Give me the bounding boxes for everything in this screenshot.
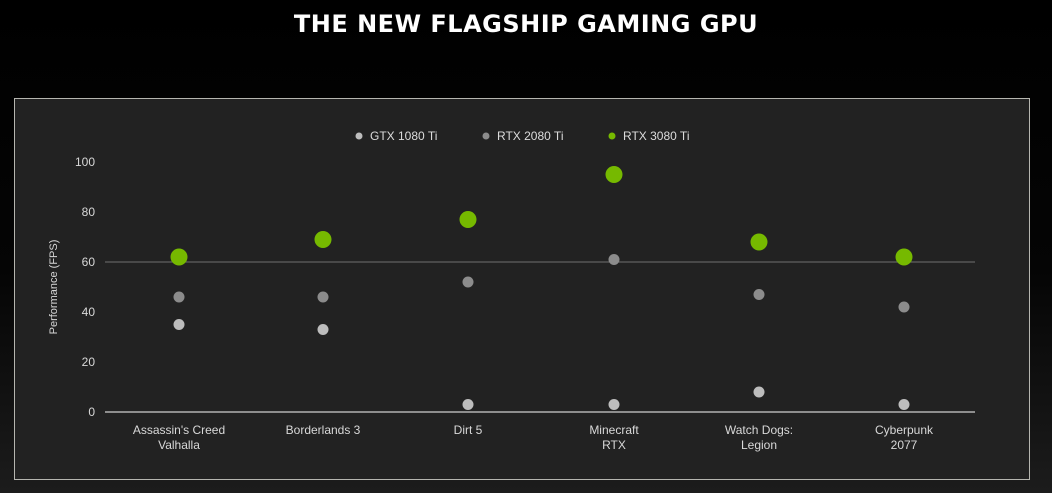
x-axis: Assassin's Creed Valhalla Borderlands 3 Dir… (105, 411, 975, 452)
y-tick-label-1: 20 (82, 355, 96, 369)
category-label-4: Watch Dogs: Legion (725, 423, 793, 452)
point-0-2 (462, 399, 474, 410)
point-1-5 (898, 301, 910, 313)
y-tick-label-3: 60 (82, 255, 96, 269)
point-0-0 (173, 319, 185, 330)
legend-marker-0 (355, 132, 363, 140)
category-label-2: Dirt 5 (454, 423, 483, 437)
y-tick-label-2: 40 (82, 305, 96, 319)
point-1-0 (173, 291, 185, 303)
y-tick-label-4: 80 (82, 205, 96, 219)
point-0-1 (317, 324, 329, 335)
point-1-2 (462, 276, 474, 288)
page-title: THE NEW FLAGSHIP GAMING GPU (293, 10, 759, 38)
y-tick-label-5: 100 (75, 155, 95, 169)
legend-label-2: RTX 3080 Ti (623, 129, 689, 143)
point-2-1 (314, 231, 332, 248)
fps-scatter-chart: GTX 1080 Ti RTX 2080 Ti RTX 3080 Ti Perfor… (48, 129, 975, 452)
point-1-3 (608, 254, 620, 265)
legend-marker-1 (482, 132, 490, 140)
chart-panel: GTX 1080 Ti RTX 2080 Ti RTX 3080 Ti Perfor… (14, 98, 1030, 480)
point-0-5 (898, 399, 910, 410)
point-2-5 (895, 248, 913, 266)
point-2-0 (170, 248, 188, 266)
chart-legend: GTX 1080 Ti RTX 2080 Ti RTX 3080 Ti (355, 129, 689, 143)
legend-label-1: RTX 2080 Ti (497, 129, 563, 143)
point-1-1 (317, 291, 329, 303)
point-2-2 (459, 211, 477, 228)
y-axis: Performance (FPS) 0 20 40 60 80 100 (48, 155, 95, 419)
point-2-3 (605, 166, 623, 183)
point-0-4 (753, 386, 765, 398)
y-tick-label-0: 0 (88, 405, 95, 419)
category-label-0: Assassin's Creed Valhalla (133, 423, 225, 452)
point-2-4 (750, 233, 768, 251)
category-label-5: Cyberpunk 2077 (875, 423, 934, 452)
y-axis-title: Performance (FPS) (48, 240, 60, 335)
data-points (170, 166, 913, 410)
point-1-4 (753, 289, 765, 300)
legend-marker-2 (608, 132, 616, 140)
category-label-3: Minecraft RTX (589, 423, 639, 452)
point-0-3 (608, 399, 620, 410)
legend-label-0: GTX 1080 Ti (370, 129, 437, 143)
category-label-1: Borderlands 3 (286, 423, 361, 437)
